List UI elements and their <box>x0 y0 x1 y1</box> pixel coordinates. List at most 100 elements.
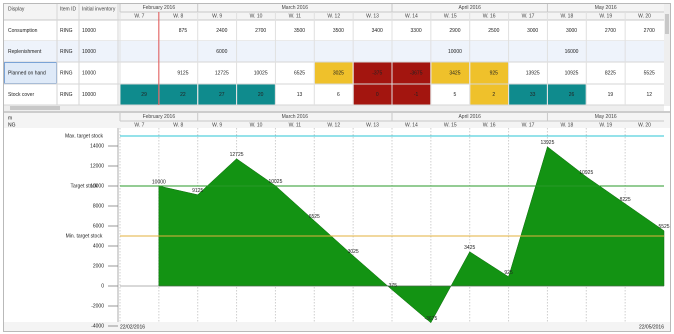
cell-value: 3025 <box>333 70 344 76</box>
week-label: W. 18 <box>560 13 573 19</box>
data-label: -3675 <box>424 316 437 322</box>
cell-value: 6 <box>337 92 340 98</box>
month-label: May 2016 <box>595 5 617 11</box>
cell-value: 8225 <box>605 70 616 76</box>
data-label: 10025 <box>268 179 282 185</box>
h-scrollbar[interactable] <box>4 105 664 111</box>
week-label: W. 15 <box>444 13 457 19</box>
cell-value: 3000 <box>527 28 538 34</box>
month-label: March 2016 <box>282 5 309 11</box>
cell-highlight <box>431 62 470 84</box>
week-label: W. 7 <box>134 13 144 19</box>
cell-value: 12 <box>646 92 652 98</box>
cell-value: 6525 <box>294 70 305 76</box>
cell-highlight <box>314 62 353 84</box>
footer-end: 22/05/2016 <box>639 324 664 330</box>
v-scrollbar[interactable] <box>664 4 670 106</box>
y-tick-label: 4000 <box>93 243 104 249</box>
week-label: W. 19 <box>599 13 612 19</box>
cell-value: 9125 <box>177 70 188 76</box>
week-label: W. 20 <box>638 13 651 19</box>
week-label: W. 14 <box>405 122 418 128</box>
initial-inventory: 10000 <box>82 92 96 98</box>
week-label: W. 7 <box>134 122 144 128</box>
cell-value: 10025 <box>254 70 268 76</box>
cell-highlight <box>392 62 431 84</box>
week-label: W. 15 <box>444 122 457 128</box>
h-scroll-thumb[interactable] <box>10 106 60 110</box>
data-label: 12725 <box>230 152 244 158</box>
week-label: W. 10 <box>250 122 263 128</box>
row-label[interactable]: Replenishment <box>8 49 42 55</box>
row-label[interactable]: Stock cover <box>8 92 34 98</box>
cell-highlight <box>198 84 237 105</box>
cell-value: 10925 <box>565 70 579 76</box>
cell-value: 27 <box>219 92 225 98</box>
data-label: 10925 <box>579 170 593 176</box>
y-tick-label: 6000 <box>93 223 104 229</box>
y-tick-label: 0 <box>101 283 104 289</box>
y-tick-label: -2000 <box>91 303 104 309</box>
cell-highlight <box>353 84 392 105</box>
cell-highlight <box>547 84 586 105</box>
item-id: RING <box>60 28 73 34</box>
y-tick-label: 12000 <box>90 163 104 169</box>
y-tick-label: 8000 <box>93 203 104 209</box>
row-label[interactable]: Consumption <box>8 28 38 34</box>
footer-start: 22/02/2016 <box>120 324 145 330</box>
cell-highlight <box>120 84 159 105</box>
cell-value: 16000 <box>565 49 579 55</box>
data-label: 3425 <box>464 245 475 251</box>
y-tick-label: 14000 <box>90 143 104 149</box>
y-tick-label: 10000 <box>90 183 104 189</box>
cell-value: 875 <box>179 28 188 34</box>
reference-label: Max. target stock <box>65 133 104 139</box>
cell-value: 22 <box>180 92 186 98</box>
row-label[interactable]: Planned on hand <box>8 70 46 76</box>
data-label: 3025 <box>348 249 359 255</box>
cell-highlight <box>509 84 547 105</box>
cell-value: 2500 <box>488 28 499 34</box>
week-label: W. 8 <box>173 13 183 19</box>
week-label: W. 12 <box>327 13 340 19</box>
week-label: W. 19 <box>599 122 612 128</box>
column-header: Initial inventory <box>82 6 116 12</box>
data-label: 5525 <box>658 224 669 230</box>
initial-inventory: 10000 <box>82 49 96 55</box>
cell-value: -3675 <box>410 70 423 76</box>
data-label: 925 <box>504 270 513 276</box>
month-label: March 2016 <box>282 114 309 120</box>
cell-value: 2900 <box>449 28 460 34</box>
week-label: W. 16 <box>483 13 496 19</box>
column-header: Display <box>8 6 25 12</box>
week-label: W. 13 <box>366 13 379 19</box>
month-label: April 2016 <box>458 5 481 11</box>
lower-label: NG <box>8 122 16 128</box>
month-label: February 2016 <box>143 5 176 11</box>
cell-value: 5525 <box>644 70 655 76</box>
week-label: W. 11 <box>289 13 302 19</box>
data-label: 13925 <box>540 140 554 146</box>
cell-value: 5 <box>454 92 457 98</box>
month-label: April 2016 <box>458 114 481 120</box>
cell-value: 2400 <box>216 28 227 34</box>
cell-value: 2700 <box>644 28 655 34</box>
reference-label: Target stock <box>71 183 98 189</box>
cell-value: 3300 <box>411 28 422 34</box>
week-label: W. 18 <box>560 122 573 128</box>
cell-value: 10000 <box>448 49 462 55</box>
cell-value: 3000 <box>566 28 577 34</box>
v-scroll-thumb[interactable] <box>665 14 669 34</box>
cell-value: 925 <box>490 70 499 76</box>
week-label: W. 11 <box>289 122 302 128</box>
row-band <box>4 41 664 62</box>
item-id: RING <box>60 92 73 98</box>
cell-value: 12725 <box>215 70 229 76</box>
week-label: W. 10 <box>250 13 263 19</box>
week-label: W. 17 <box>522 122 535 128</box>
cell-highlight <box>353 62 392 84</box>
reference-label: Min. target stock <box>66 233 103 239</box>
cell-value: 26 <box>569 92 575 98</box>
cell-value: 13925 <box>526 70 540 76</box>
cell-value: 2700 <box>605 28 616 34</box>
